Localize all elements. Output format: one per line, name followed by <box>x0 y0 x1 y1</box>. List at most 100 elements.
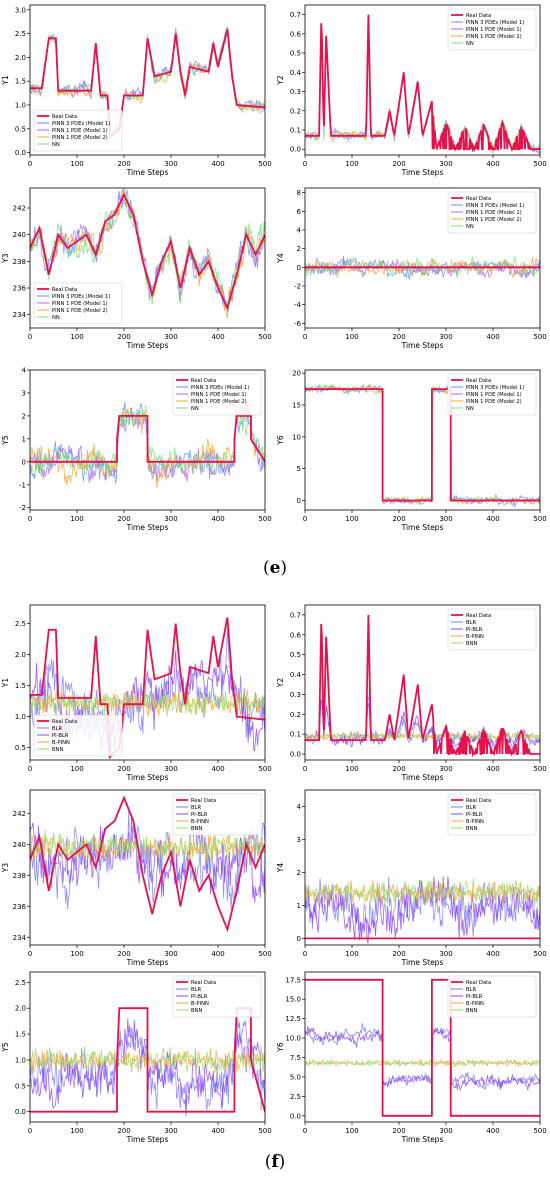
y-tick-label: -6 <box>294 320 302 328</box>
legend-label: NN <box>466 41 474 47</box>
y-tick-label: 5.0 <box>290 1073 301 1081</box>
x-axis-label: Time Steps <box>126 341 169 350</box>
series-group <box>305 978 540 1117</box>
x-axis-label: Time Steps <box>126 523 169 532</box>
legend-label: PI-BLR <box>52 733 69 739</box>
x-tick-label: 500 <box>258 160 271 168</box>
y-tick-label: 15 <box>292 402 301 410</box>
legend-label: PI-BLR <box>466 627 483 633</box>
x-axis-label: Time Steps <box>401 168 444 177</box>
series-group <box>305 14 540 155</box>
y-tick-label: 1.5 <box>15 78 26 86</box>
legend-label: Real Data <box>466 13 491 19</box>
legend-box <box>447 8 537 51</box>
series-line-real-data <box>30 795 265 933</box>
y-axis-label: Y2 <box>276 678 285 689</box>
y-tick-label: 0 <box>297 264 301 272</box>
y-axis-label: Y3 <box>1 863 10 874</box>
y-tick-label: 0.5 <box>290 651 301 659</box>
x-tick-label: 0 <box>28 333 32 341</box>
legend-label: PINN 1 PDE (Model 2) <box>466 399 522 405</box>
legend-box <box>447 373 537 416</box>
legend-label: BNN <box>191 1008 202 1014</box>
caption-e: (e) <box>262 558 288 578</box>
legend-label: PINN 1 PDE (Model 1) <box>52 128 108 134</box>
y-tick-label: 236 <box>13 285 27 293</box>
x-tick-label: 100 <box>345 333 358 341</box>
y-tick-label: 1 <box>297 902 301 910</box>
y-tick-label: 0.7 <box>290 611 301 619</box>
legend-label: PINN 1 PDE (Model 2) <box>52 308 108 314</box>
caption-f: (f) <box>264 1152 286 1172</box>
series-group <box>305 255 540 280</box>
y-axis-label: Y1 <box>1 75 10 86</box>
x-tick-label: 100 <box>70 333 83 341</box>
legend-label: Real Data <box>466 613 491 619</box>
y-axis-label: Y6 <box>276 435 285 446</box>
series-line-bnn <box>30 829 265 864</box>
legend-label: Real Data <box>191 980 216 986</box>
legend-label: B-PINN <box>52 740 70 746</box>
legend-label: PI-BLR <box>466 812 483 818</box>
plot-frame <box>304 971 541 1123</box>
series-line-pi-blr <box>305 876 540 944</box>
chart-e3: 0 100 200 300 400 500 234 236 238 240 242 Time Step… <box>1 187 272 350</box>
x-tick-label: 400 <box>211 333 224 341</box>
x-axis-label: Time Steps <box>126 168 169 177</box>
y-tick-label: 3 <box>22 389 26 397</box>
legend-label: Real Data <box>52 719 77 725</box>
series-line-pinn-1-pde-model-1- <box>305 383 540 506</box>
y-tick-label: 6 <box>297 208 302 216</box>
legend-box <box>33 109 123 152</box>
x-tick-label: 200 <box>117 950 130 958</box>
x-tick-label: 300 <box>439 765 452 773</box>
y-axis-label: Y1 <box>1 678 10 689</box>
chart-f1: 0 100 200 300 400 500 0.5 1.0 1.5 2.0 2.5 Time Step… <box>1 604 272 782</box>
series-line-b-pinn <box>305 1058 540 1069</box>
x-tick-label: 100 <box>345 765 358 773</box>
series-line-real-data <box>30 192 265 311</box>
legend-label: Real Data <box>191 798 216 804</box>
y-tick-label: 0.4 <box>290 69 302 77</box>
plot-frame <box>304 4 541 156</box>
x-tick-label: 0 <box>28 515 32 523</box>
legend-label: PINN 1 PDE (Model 1) <box>191 392 247 398</box>
x-tick-label: 300 <box>164 333 177 341</box>
x-tick-label: 500 <box>533 160 546 168</box>
series-line-real-data <box>305 388 540 502</box>
chart-f5: 0 100 200 300 400 500 0.0 0.5 1.0 1.5 2.0 2.5 Time S… <box>1 971 272 1144</box>
legend-label: B-PINN <box>466 819 484 825</box>
y-tick-label: 238 <box>13 872 26 880</box>
x-tick-label: 300 <box>439 515 452 523</box>
x-axis-label: Time Steps <box>401 1135 444 1144</box>
legend-label: B-PINN <box>191 1001 209 1007</box>
y-tick-label: -4 <box>294 301 302 309</box>
x-tick-label: 0 <box>303 515 307 523</box>
series-line-bnn <box>305 1058 540 1068</box>
legend-label: PINN 3 PDEs (Model 1) <box>466 385 524 391</box>
y-tick-label: 238 <box>13 258 26 266</box>
x-tick-label: 300 <box>164 765 177 773</box>
series-line-real-data <box>30 28 265 138</box>
y-tick-label: 240 <box>13 841 26 849</box>
x-tick-label: 200 <box>392 950 405 958</box>
y-tick-label: 12.5 <box>285 1015 301 1023</box>
y-tick-label: 3.0 <box>15 6 26 14</box>
chart-e4: 0 100 200 300 400 500 -6 -4 -2 0 2 4 6 8 Time Steps Y4 R… <box>276 187 547 350</box>
chart-e6: 0 100 200 300 400 500 0 5 10 15 20 Time Steps Y6 Real… <box>276 369 547 532</box>
y-tick-label: 0.0 <box>290 146 301 154</box>
legend-box <box>447 793 537 836</box>
legend-label: BLR <box>191 987 201 993</box>
x-axis-label: Time Steps <box>401 341 444 350</box>
y-tick-label: 0.7 <box>290 11 301 19</box>
legend-label: B-PINN <box>466 1001 484 1007</box>
y-tick-label: 0.2 <box>290 107 301 115</box>
legend-label: B-PINN <box>466 634 484 640</box>
plot-frame <box>29 369 266 511</box>
y-tick-label: 0.6 <box>290 30 302 38</box>
